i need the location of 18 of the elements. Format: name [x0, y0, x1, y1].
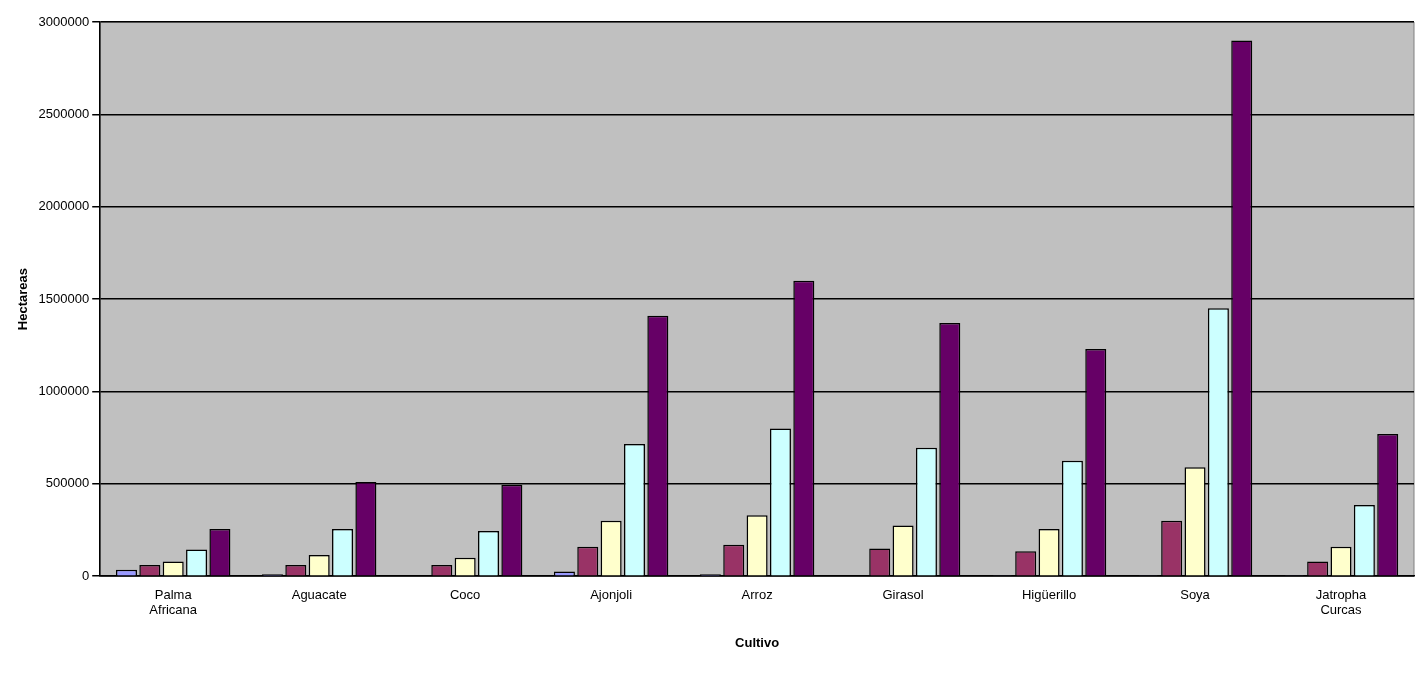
x-tick-label: Higüerillo — [1021, 586, 1077, 602]
y-tick-label: 1500000 — [38, 290, 90, 306]
x-tick-label: Ajonjoli — [590, 586, 633, 602]
y-axis-title: Hectareas — [15, 268, 31, 331]
x-tick-label: Palma Africana — [149, 586, 198, 618]
x-tick-label: Jatropha Curcas — [1315, 586, 1368, 618]
y-tick-label: 2000000 — [38, 198, 90, 214]
x-axis-title: Cultivo — [735, 634, 780, 650]
x-tick-label: Arroz — [741, 586, 773, 602]
x-tick-label: Girasol — [882, 586, 924, 602]
y-tick-label: 2500000 — [38, 105, 90, 121]
x-tick-label: Aguacate — [291, 586, 347, 602]
y-tick-label: 500000 — [45, 475, 90, 491]
x-tick-label: Soya — [1180, 586, 1211, 602]
y-tick-label: 1000000 — [38, 383, 90, 399]
x-tick-label: Coco — [449, 586, 481, 602]
y-tick-label: 3000000 — [38, 13, 90, 29]
y-tick-label: 0 — [81, 567, 90, 583]
